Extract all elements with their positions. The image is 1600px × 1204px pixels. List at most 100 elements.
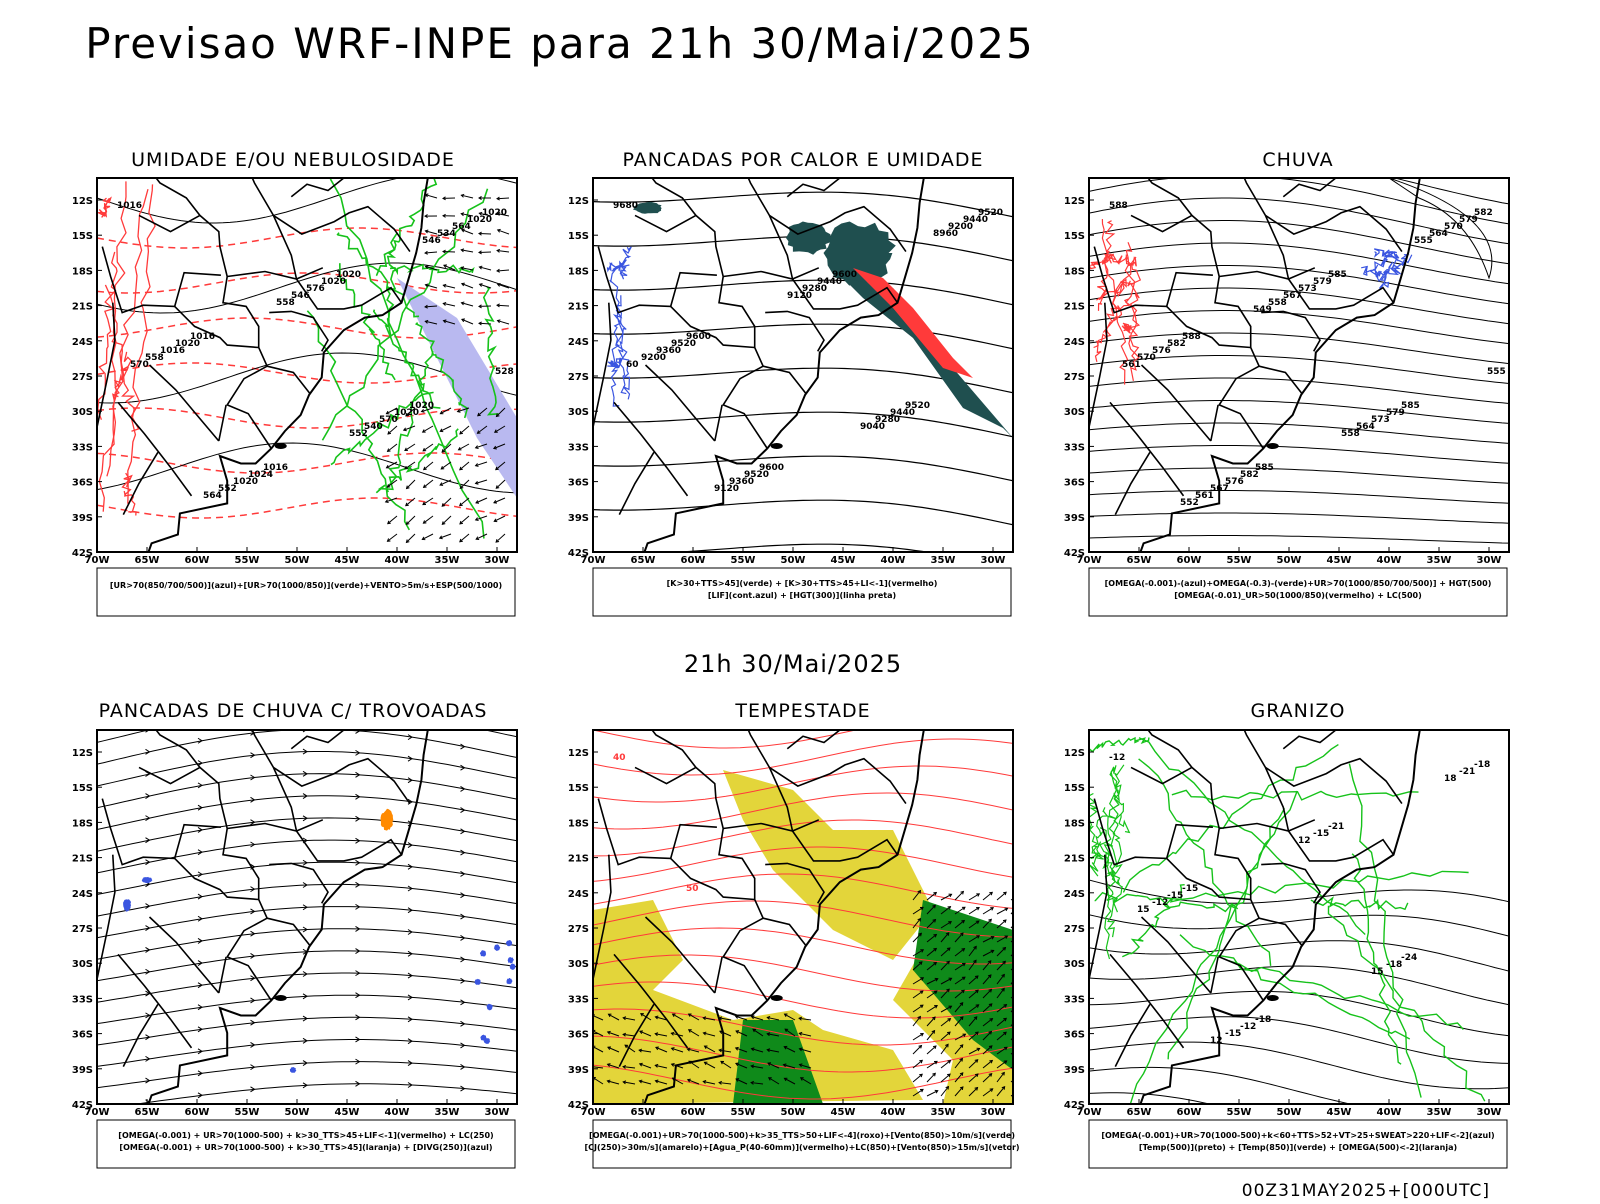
streamline (97, 929, 517, 960)
lagoa-mirim (771, 443, 783, 449)
contour-label: -12 (1240, 1022, 1256, 1032)
streamline (97, 951, 517, 981)
lon-tick-label: 70W (1077, 1107, 1102, 1118)
panel-title: UMIDADE E/OU NEBULOSIDADE (131, 149, 455, 171)
wind-vector (913, 1074, 922, 1082)
lat-tick-label: 33S (1064, 994, 1085, 1005)
lagoa-mirim (275, 443, 287, 449)
lat-tick-label: 30S (1064, 407, 1085, 418)
lon-tick-label: 65W (631, 555, 656, 566)
lat-tick-label: 12S (568, 196, 589, 207)
pressure-contour (97, 443, 517, 493)
lat-tick-label: 21S (1064, 854, 1085, 865)
wind-vector (479, 323, 491, 324)
wind-vector (476, 534, 487, 539)
legend-box: [OMEGA(-0.001)-(azul)+OMEGA(-0.3)-(verde… (1089, 568, 1507, 616)
contour-label: -21 (1328, 822, 1344, 832)
lon-tick-label: 40W (1377, 555, 1402, 566)
lon-tick-label: 50W (781, 555, 806, 566)
humidity-upper-area (397, 278, 517, 498)
legend-text: [OMEGA(-0.001)+UR>70(1000-500)+k<60+TTS>… (1101, 1131, 1494, 1140)
wind-vector (441, 462, 451, 469)
legend-box: [OMEGA(-0.001)+UR>70(1000-500)+k>35_TTS>… (584, 1120, 1019, 1168)
contour-label: -15 (1313, 829, 1329, 839)
legend-text: [OMEGA(-0.001) + UR>70(1000-500) + k>30_… (119, 1143, 492, 1152)
temp850-contour (1139, 759, 1271, 966)
lat-tick-label: 15S (1064, 231, 1085, 242)
streamline (97, 907, 517, 938)
lon-tick-label: 50W (1277, 1107, 1302, 1118)
political-border (787, 730, 840, 749)
lon-tick-label: 70W (581, 1107, 606, 1118)
map-border (97, 730, 517, 1104)
hgt300-contour (593, 412, 1013, 437)
lon-tick-label: 70W (1077, 555, 1102, 566)
lat-tick-label: 15S (568, 231, 589, 242)
wind-vector (997, 892, 1006, 900)
lat-tick-label: 18S (72, 818, 93, 829)
political-border (1265, 207, 1402, 252)
lon-tick-label: 45W (335, 555, 360, 566)
wind-vector-head (1016, 905, 1019, 908)
streamline (97, 752, 517, 787)
map-content: 5885885855855855825825825795795795765765… (984, 91, 1509, 552)
atlantic-coastline (149, 730, 428, 1104)
temp500-contour (1089, 991, 1509, 1035)
legend-text: [CJ(250)>30m/s](amarelo)+[Agua_P(40-60mm… (584, 1143, 1019, 1152)
lat-tick-label: 39S (568, 513, 589, 524)
lagoa-mirim (275, 995, 287, 1001)
contour-label: -18 (1386, 960, 1402, 970)
lon-tick-label: 35W (931, 555, 956, 566)
lon-tick-label: 70W (85, 555, 110, 566)
divergence-spot (480, 1035, 486, 1041)
divergence-spot (487, 1004, 493, 1010)
lon-tick-label: 30W (981, 1107, 1006, 1118)
lat-tick-label: 24S (1064, 337, 1085, 348)
wind-vector-head (1017, 934, 1020, 937)
contour-label: -15 (1225, 1029, 1241, 1039)
lat-tick-label: 36S (1064, 478, 1085, 489)
political-border (1211, 957, 1218, 993)
panel-title: TEMPESTADE (734, 700, 870, 722)
political-border (765, 311, 824, 351)
wind-vector (440, 480, 451, 485)
contour-label: 552 (1180, 498, 1199, 508)
lat-tick-label: 21S (1064, 302, 1085, 313)
wind-vector (440, 426, 451, 431)
streamline (97, 1040, 517, 1067)
lat-tick-label: 27S (568, 372, 589, 383)
wind-vector-head (1016, 947, 1019, 950)
divergence-spot (510, 964, 516, 971)
streamline (97, 973, 517, 1002)
lon-tick-label: 45W (831, 1107, 856, 1118)
divergence-spot (142, 877, 153, 883)
legend-box: [OMEGA(-0.001) + UR>70(1000-500) + k>30_… (97, 1120, 515, 1168)
map-frame: -12-15-18-21-24-18-15-12-15-18-21-12-151… (984, 643, 1509, 1140)
political-border (1219, 820, 1315, 831)
contour-label: 40 (613, 753, 626, 763)
lagoa-mirim (1267, 995, 1279, 1001)
wind-vector (983, 908, 993, 914)
convective-area (786, 222, 833, 255)
lat-tick-label: 30S (568, 407, 589, 418)
contour-label: 564 (203, 491, 222, 501)
lat-tick-label: 21S (568, 302, 589, 313)
political-border (1115, 1004, 1150, 1066)
temp850-contour (1130, 791, 1297, 1105)
wind-vector (913, 1046, 921, 1054)
lat-tick-label: 30S (568, 959, 589, 970)
hgt300-contour (593, 500, 1013, 525)
temp850-contour (1089, 737, 1149, 751)
wind-vector (423, 426, 433, 432)
panel-granizo: GRANIZO-12-15-18-21-24-18-15-12-15-18-21… (984, 643, 1509, 1168)
wind-vector (969, 907, 979, 914)
wind-vector-head (1018, 1061, 1021, 1064)
streamline (1089, 491, 1509, 504)
lon-tick-label: 50W (285, 555, 310, 566)
temp500-contour (1089, 941, 1509, 971)
lon-tick-label: 45W (1327, 1107, 1352, 1118)
lon-tick-label: 40W (881, 555, 906, 566)
lon-tick-label: 40W (385, 555, 410, 566)
lat-tick-label: 39S (568, 1065, 589, 1076)
wind-vector-head (1019, 1048, 1022, 1051)
